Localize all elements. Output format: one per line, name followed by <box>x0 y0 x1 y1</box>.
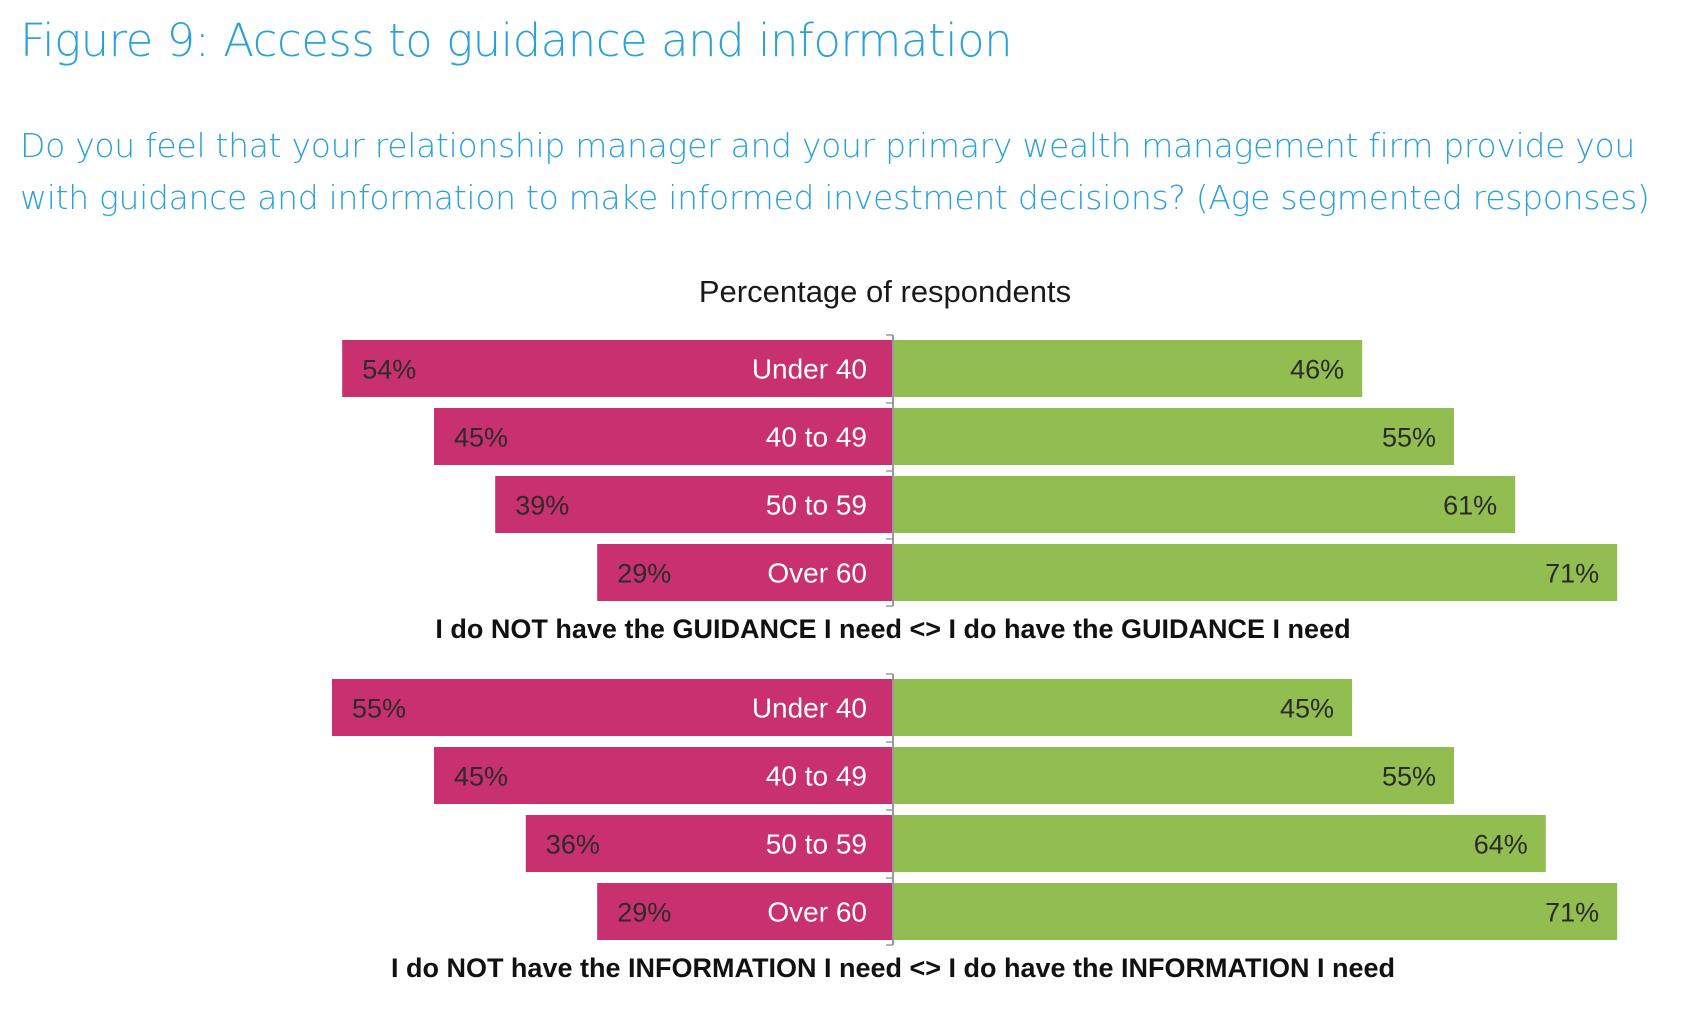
category-label: 40 to 49 <box>766 422 867 453</box>
bar-positive-information-over-60 <box>893 883 1618 940</box>
axis-caption-information: I do NOT have the INFORMATION I need <> … <box>391 953 1395 983</box>
value-label-positive: 61% <box>1443 491 1497 521</box>
value-label-negative: 45% <box>454 762 508 792</box>
value-label-positive: 45% <box>1280 694 1334 724</box>
value-label-positive: 55% <box>1382 423 1436 453</box>
bar-positive-information-40-to-49 <box>893 747 1454 804</box>
value-label-positive: 71% <box>1545 559 1599 589</box>
bar-positive-information-under-40 <box>893 679 1352 736</box>
category-label: Under 40 <box>752 693 867 724</box>
value-label-negative: 39% <box>515 491 569 521</box>
value-label-negative: 29% <box>617 898 671 928</box>
value-label-negative: 55% <box>352 694 406 724</box>
value-label-positive: 55% <box>1382 762 1436 792</box>
value-label-positive: 64% <box>1474 830 1528 860</box>
category-label: Over 60 <box>767 558 867 589</box>
bar-positive-guidance-over-60 <box>893 544 1618 601</box>
panel-guidance: Under 40 54% 46% 40 to 49 45% 55% 50 to 59 39% 6… <box>342 334 1618 644</box>
bar-positive-guidance-40-to-49 <box>893 408 1454 465</box>
value-label-positive: 71% <box>1545 898 1599 928</box>
bar-negative-guidance-under-40 <box>342 340 893 397</box>
bar-negative-guidance-40-to-49 <box>434 408 893 465</box>
value-label-positive: 46% <box>1290 355 1344 385</box>
bar-negative-information-40-to-49 <box>434 747 893 804</box>
bar-positive-information-50-to-59 <box>893 815 1546 872</box>
value-label-negative: 54% <box>362 355 416 385</box>
panel-information: Under 40 55% 45% 40 to 49 45% 55% 50 to 59 36% 6… <box>332 673 1618 983</box>
value-label-negative: 29% <box>617 559 671 589</box>
bar-negative-guidance-50-to-59 <box>495 476 893 533</box>
value-label-negative: 45% <box>454 423 508 453</box>
category-label: 40 to 49 <box>766 761 867 792</box>
bar-negative-information-50-to-59 <box>525 815 893 872</box>
value-label-negative: 36% <box>546 830 600 860</box>
bar-negative-information-under-40 <box>332 679 893 736</box>
figure-title: Figure 9: Access to guidance and informa… <box>20 14 1013 67</box>
chart-title: Percentage of respondents <box>699 274 1071 309</box>
axis-caption-guidance: I do NOT have the GUIDANCE I need <> I d… <box>435 614 1350 644</box>
category-label: Under 40 <box>752 354 867 385</box>
bar-negative-guidance-over-60 <box>597 544 893 601</box>
bar-positive-guidance-under-40 <box>893 340 1363 397</box>
category-label: 50 to 59 <box>766 829 867 860</box>
survey-question: Do you feel that your relationship manag… <box>20 126 1650 217</box>
category-label: 50 to 59 <box>766 490 867 521</box>
category-label: Over 60 <box>767 897 867 928</box>
bar-negative-information-over-60 <box>597 883 893 940</box>
bar-positive-guidance-50-to-59 <box>893 476 1516 533</box>
